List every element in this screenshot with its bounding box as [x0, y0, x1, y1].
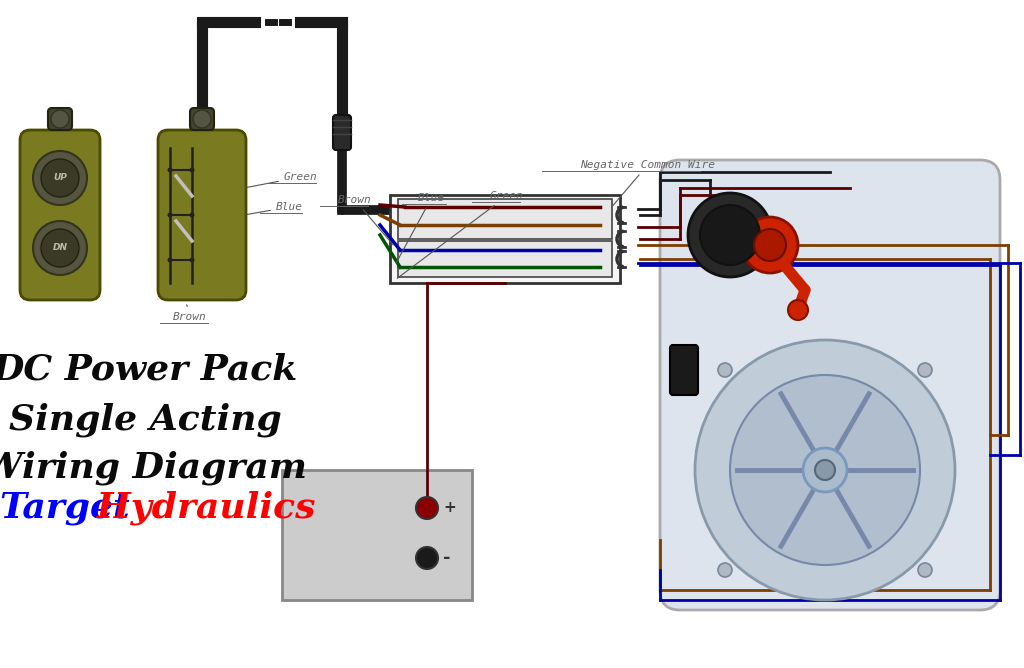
Text: Blue: Blue [396, 193, 445, 263]
Text: Brown: Brown [173, 305, 207, 322]
Circle shape [168, 168, 172, 172]
Circle shape [189, 212, 195, 218]
Circle shape [189, 257, 195, 263]
Circle shape [189, 168, 195, 172]
Circle shape [918, 563, 932, 577]
Text: Single Acting: Single Acting [8, 403, 282, 438]
Bar [282, 470, 472, 600]
Text: Brown: Brown [338, 195, 393, 245]
Text: DC Power Pack: DC Power Pack [0, 353, 298, 387]
Circle shape [416, 497, 438, 519]
Text: UP: UP [53, 174, 67, 182]
Circle shape [51, 110, 69, 128]
Circle shape [718, 363, 732, 377]
Text: Green: Green [397, 191, 523, 279]
Circle shape [803, 448, 847, 492]
FancyBboxPatch shape [190, 108, 214, 130]
FancyBboxPatch shape [333, 115, 351, 150]
Text: +: + [443, 500, 456, 516]
Circle shape [168, 257, 172, 263]
Circle shape [718, 563, 732, 577]
Text: Wiring Diagram: Wiring Diagram [0, 451, 307, 485]
Circle shape [730, 375, 920, 565]
Circle shape [695, 340, 955, 600]
Bar [398, 199, 612, 239]
Circle shape [815, 460, 835, 480]
Circle shape [688, 193, 772, 277]
Text: -: - [443, 549, 451, 567]
Circle shape [754, 229, 786, 261]
FancyBboxPatch shape [48, 108, 72, 130]
FancyBboxPatch shape [660, 160, 1000, 610]
Circle shape [788, 300, 808, 320]
Text: Hydraulics: Hydraulics [84, 491, 315, 525]
Circle shape [742, 217, 798, 273]
FancyBboxPatch shape [20, 130, 100, 300]
Bar [390, 195, 620, 283]
Text: Target: Target [0, 491, 130, 525]
Circle shape [168, 212, 172, 218]
FancyBboxPatch shape [158, 130, 246, 300]
Circle shape [41, 229, 79, 267]
Bar [398, 241, 612, 277]
Circle shape [33, 151, 87, 205]
Text: Green: Green [247, 172, 317, 188]
Circle shape [700, 205, 760, 265]
Circle shape [41, 159, 79, 197]
Circle shape [416, 547, 438, 569]
Text: DN: DN [52, 244, 68, 253]
Text: Blue: Blue [247, 202, 303, 214]
Circle shape [193, 110, 211, 128]
Text: Negative Common Wire: Negative Common Wire [580, 160, 715, 207]
Circle shape [918, 363, 932, 377]
FancyBboxPatch shape [670, 345, 698, 395]
Circle shape [33, 221, 87, 275]
